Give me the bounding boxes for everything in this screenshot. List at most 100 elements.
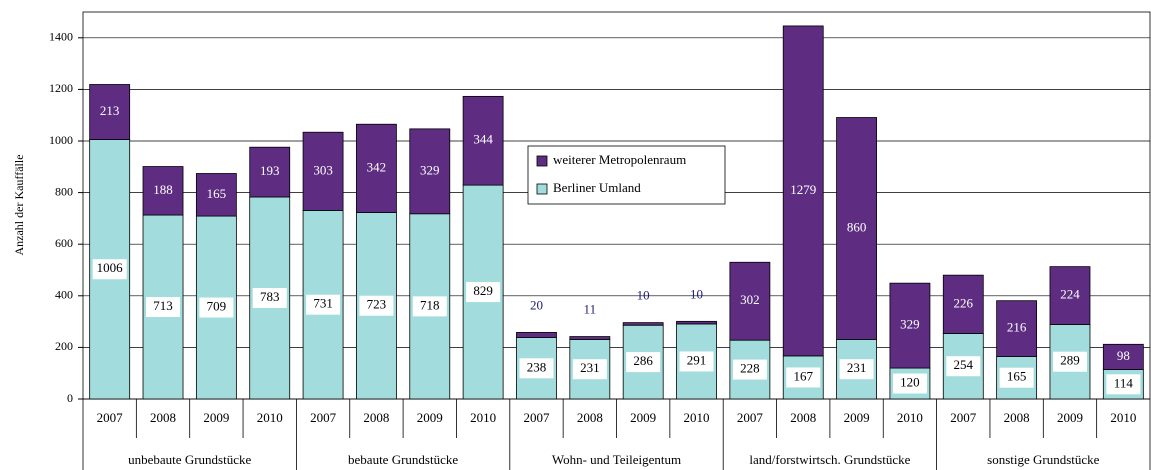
value-label: 231 — [580, 360, 600, 375]
value-label: 228 — [740, 361, 760, 376]
x-tick-label: 2008 — [790, 410, 816, 425]
y-tick-label: 1000 — [49, 133, 73, 147]
y-tick-label: 200 — [55, 339, 73, 353]
value-label: 723 — [367, 297, 387, 312]
value-label: 783 — [260, 289, 280, 304]
legend-label: Berliner Umland — [553, 180, 641, 195]
value-label: 302 — [740, 292, 760, 307]
y-tick-label: 800 — [55, 184, 73, 198]
x-tick-label: 2009 — [1057, 410, 1083, 425]
value-label: 329 — [420, 162, 440, 177]
value-label: 718 — [420, 297, 440, 312]
value-label: 188 — [153, 182, 173, 197]
x-tick-label: 2008 — [577, 410, 603, 425]
value-label: 709 — [207, 299, 227, 314]
value-label: 165 — [207, 186, 227, 201]
x-tick-label: 2009 — [203, 410, 229, 425]
value-label: 303 — [313, 162, 333, 177]
bar-segment — [996, 300, 1038, 357]
bar-segment — [249, 146, 291, 198]
x-tick-label: 2008 — [363, 410, 389, 425]
y-tick-label: 400 — [55, 288, 73, 302]
bar-segment — [195, 173, 237, 217]
value-label: 120 — [900, 375, 920, 390]
legend-swatch — [536, 183, 548, 195]
y-tick-label: 1200 — [49, 81, 73, 95]
value-label-box — [466, 282, 501, 303]
group-label: land/forstwirtsch. Grundstücke — [749, 452, 910, 467]
bar-segment — [356, 123, 397, 213]
bar-segment — [942, 274, 984, 334]
x-tick-label: 2007 — [97, 410, 124, 425]
value-label: 1279 — [790, 182, 816, 197]
bar-segment — [409, 128, 451, 215]
value-label: 1006 — [97, 260, 124, 275]
value-label: 860 — [847, 219, 867, 234]
value-label-box — [679, 351, 714, 372]
value-label-box — [306, 294, 341, 315]
value-label-box — [412, 296, 447, 317]
value-label-box — [839, 359, 874, 380]
bar-segment — [889, 282, 931, 369]
value-label-box — [92, 259, 127, 280]
value-label: 731 — [313, 296, 333, 311]
bar-segment — [676, 320, 717, 325]
y-tick-label: 1400 — [49, 30, 73, 44]
value-label: 713 — [153, 298, 173, 313]
value-label: 193 — [260, 163, 280, 178]
value-label: 165 — [1007, 369, 1027, 384]
value-label: 10 — [690, 286, 703, 301]
x-tick-label: 2007 — [523, 410, 550, 425]
bar-segment — [1102, 343, 1144, 370]
value-label: 289 — [1060, 353, 1080, 368]
y-tick-label: 0 — [67, 391, 73, 405]
bar-segment — [1049, 266, 1091, 325]
value-label: 286 — [633, 353, 653, 368]
value-label: 216 — [1007, 320, 1027, 335]
x-tick-label: 2009 — [844, 410, 870, 425]
x-tick-label: 2007 — [737, 410, 764, 425]
value-label-box — [732, 359, 767, 380]
legend-box — [527, 145, 726, 205]
value-label: 98 — [1117, 348, 1130, 363]
value-label: 329 — [900, 317, 920, 332]
x-tick-label: 2010 — [470, 410, 496, 425]
x-tick-label: 2007 — [310, 410, 337, 425]
value-label: 114 — [1114, 375, 1134, 390]
value-label-box — [1052, 351, 1087, 372]
value-label-box — [1106, 374, 1141, 395]
x-tick-label: 2010 — [897, 410, 923, 425]
y-tick-label: 600 — [55, 236, 73, 250]
value-label: 226 — [954, 295, 974, 310]
value-label: 231 — [847, 360, 867, 375]
group-label: bebaute Grundstücke — [348, 452, 458, 467]
value-label: 11 — [584, 302, 597, 317]
value-label-box — [359, 295, 394, 316]
value-label: 238 — [527, 359, 547, 374]
value-label: 344 — [473, 132, 493, 147]
bar-segment — [836, 117, 877, 340]
value-label-box — [519, 358, 554, 379]
value-label-box — [999, 367, 1034, 388]
y-axis-label: Anzahl der Kauffälle — [12, 154, 26, 255]
value-label: 254 — [954, 357, 974, 372]
value-label-box — [252, 287, 287, 308]
value-label: 291 — [687, 352, 707, 367]
group-label: unbebaute Grundstücke — [128, 452, 251, 467]
value-label: 342 — [367, 159, 387, 174]
bar-segment — [729, 261, 771, 341]
bar-segment — [89, 84, 131, 140]
bar-segment — [569, 336, 611, 340]
bar-segment — [142, 166, 184, 216]
bar-segment — [622, 322, 664, 326]
value-label-box — [892, 373, 927, 394]
plot-area — [82, 11, 1151, 400]
value-label: 167 — [793, 368, 813, 383]
x-tick-label: 2010 — [1110, 410, 1136, 425]
x-tick-label: 2008 — [150, 410, 176, 425]
value-label-box — [946, 356, 981, 377]
bar-segment — [462, 95, 504, 186]
bar-segment — [516, 332, 557, 338]
x-tick-label: 2007 — [950, 410, 977, 425]
